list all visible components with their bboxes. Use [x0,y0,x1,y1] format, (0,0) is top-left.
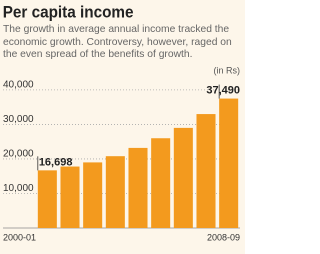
bar [60,166,80,228]
value-label: 37,490 [206,84,240,96]
chart: Per capita income The growth in average … [0,0,245,254]
bar [151,138,171,228]
bar [105,156,125,228]
x-tick-label: 2000-01 [3,232,36,242]
y-tick-label: 20,000 [3,149,34,160]
y-tick-label: 10,000 [3,183,34,194]
x-tick-label: 2008-09 [207,232,240,242]
value-label: 16,698 [39,156,73,168]
bar [219,98,239,228]
chart-subtitle: The growth in average annual income trac… [3,24,232,60]
unit-label: (in Rs) [214,65,241,75]
bar [83,162,103,228]
chart-title: Per capita income [3,3,134,22]
y-tick-label: 40,000 [3,80,34,91]
subtitle-box: The growth in average annual income trac… [3,24,232,60]
bar [128,147,148,228]
bar [173,127,193,228]
bar [196,114,216,228]
y-tick-label: 30,000 [3,114,34,125]
bar [37,170,57,228]
